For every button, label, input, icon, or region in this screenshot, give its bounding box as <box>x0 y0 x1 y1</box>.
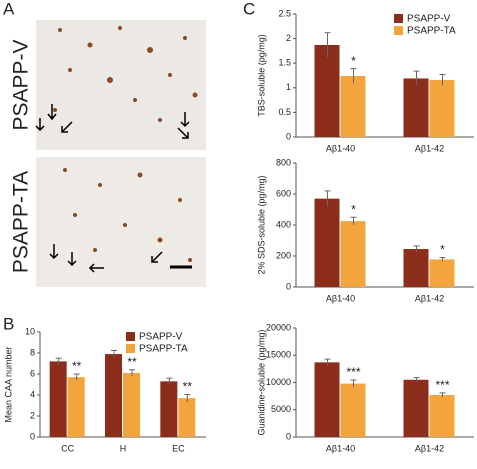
y-axis-label: TBS-soluble (pg/mg) <box>256 34 266 117</box>
bar <box>105 354 122 437</box>
y-tick-label: 0 <box>286 131 291 141</box>
y-tick-label: 2 <box>286 33 291 43</box>
bar <box>429 79 455 137</box>
y-tick-label: 200 <box>276 250 291 260</box>
panel-label: C <box>243 0 255 18</box>
y-tick-label: 0 <box>286 281 291 291</box>
bar <box>314 44 340 137</box>
panel-label: A <box>3 0 15 18</box>
bar <box>314 362 340 437</box>
significance: * <box>351 54 356 68</box>
bar <box>403 379 429 437</box>
y-tick-label: 1 <box>286 82 291 92</box>
y-tick-label: 8 <box>30 347 35 357</box>
significance: * <box>440 243 445 257</box>
y-tick-label: 4 <box>30 389 35 399</box>
bar <box>403 78 429 137</box>
bar <box>160 381 178 437</box>
y-tick-label: 0 <box>286 431 291 441</box>
x-tick-label: H <box>120 443 127 453</box>
x-tick-label: CC <box>61 443 74 453</box>
significance: *** <box>435 378 449 392</box>
legend-swatch <box>394 26 403 35</box>
y-tick-label: 15000 <box>266 350 291 360</box>
bar <box>123 372 140 437</box>
bar <box>340 75 366 137</box>
bar <box>429 259 455 287</box>
legend-swatch <box>126 344 135 353</box>
bar <box>67 377 85 437</box>
y-tick-label: 10000 <box>266 377 291 387</box>
x-tick-label: Aβ1-40 <box>326 293 355 303</box>
y-tick-label: 1.5 <box>278 58 291 68</box>
panel-label: B <box>3 314 14 333</box>
bar <box>403 249 429 287</box>
x-tick-label: Aβ1-42 <box>415 143 444 153</box>
y-tick-label: 10 <box>25 326 35 336</box>
y-tick-label: 600 <box>276 188 291 198</box>
significance: ** <box>72 359 82 373</box>
image-label: PSAPP-V <box>10 39 33 130</box>
legend-swatch <box>394 14 403 23</box>
bar <box>340 383 366 437</box>
micrograph <box>35 20 206 287</box>
significance: * <box>351 202 356 216</box>
bar <box>340 221 366 287</box>
x-tick-label: Aβ1-42 <box>415 293 444 303</box>
legend-label: PSAPP-TA <box>407 26 456 37</box>
y-tick-label: 2 <box>30 410 35 420</box>
x-tick-label: Aβ1-40 <box>326 443 355 453</box>
bar <box>178 398 196 437</box>
significance: ** <box>183 380 193 394</box>
significance: ** <box>127 355 137 369</box>
y-tick-label: 0.5 <box>278 107 291 117</box>
legend-label: PSAPP-V <box>139 332 183 343</box>
legend-swatch <box>126 332 135 341</box>
significance: *** <box>346 365 360 379</box>
y-tick-label: 20000 <box>266 322 291 332</box>
x-tick-label: Aβ1-40 <box>326 143 355 153</box>
y-tick-label: 0 <box>30 431 35 441</box>
x-tick-label: EC <box>172 443 185 453</box>
y-tick-label: 5000 <box>271 404 291 414</box>
bar <box>429 395 455 437</box>
y-tick-label: 800 <box>276 157 291 167</box>
x-tick-label: Aβ1-42 <box>415 443 444 453</box>
y-tick-label: 6 <box>30 368 35 378</box>
y-axis-label: 2% SDS-soluble (pg/mg) <box>256 175 266 274</box>
y-axis-label: Guanidine-soluble (pg/mg) <box>256 329 266 435</box>
legend-label: PSAPP-TA <box>139 344 188 355</box>
image-label: PSAPP-TA <box>10 171 33 273</box>
y-tick-label: 400 <box>276 219 291 229</box>
bar <box>314 198 340 287</box>
bar <box>49 361 67 437</box>
y-tick-label: 2.5 <box>278 8 291 18</box>
legend-label: PSAPP-V <box>407 14 451 25</box>
y-axis-label: Mean CAA number <box>3 346 13 422</box>
